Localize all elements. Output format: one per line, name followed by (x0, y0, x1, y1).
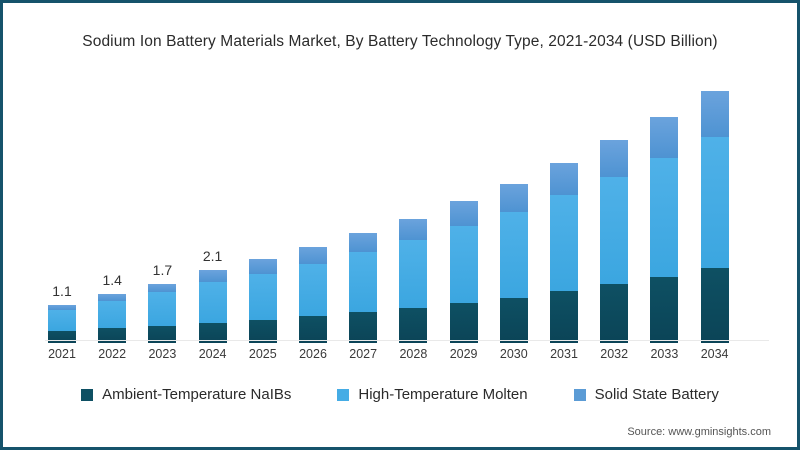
x-axis-tick-2027: 2027 (349, 347, 378, 361)
segment-ambient-temperature-naibs-2029 (449, 303, 478, 343)
segment-ambient-temperature-naibs-2028 (399, 308, 428, 343)
bar-value-label-2024: 2.1 (202, 247, 223, 264)
bar-value-label-2023: 1.7 (152, 261, 173, 278)
segment-solid-state-2022 (98, 294, 127, 302)
bar-2021[interactable]: 1.1 (48, 283, 76, 343)
bar-value-label-2022: 1.4 (102, 272, 122, 288)
segment-ambient-temperature-naibs-2034 (700, 268, 729, 343)
segment-solid-state-2024 (198, 269, 227, 283)
segment-solid-state-2033 (650, 117, 679, 158)
x-axis-tick-2021: 2021 (48, 347, 76, 361)
segment-high-temperature-molten-2023 (148, 292, 177, 326)
bar-2027[interactable] (349, 232, 378, 343)
segment-high-temperature-molten-2029 (449, 226, 478, 304)
bar-2034[interactable] (700, 91, 729, 343)
bar-2032[interactable] (600, 140, 629, 343)
x-axis-tick-2022: 2022 (98, 347, 127, 361)
segment-ambient-temperature-naibs-2033 (650, 276, 679, 343)
bar-2030[interactable] (499, 183, 528, 343)
x-axis-tick-2034: 2034 (700, 347, 729, 361)
x-axis-tick-2031: 2031 (550, 347, 578, 361)
legend-label-2: Solid State Battery (594, 386, 719, 403)
segment-high-temperature-molten-2030 (499, 211, 528, 298)
segment-high-temperature-molten-2021 (48, 309, 76, 331)
bar-2029[interactable] (449, 201, 478, 343)
legend-swatch-icon-0 (81, 388, 94, 401)
legend-label-0: Ambient-Temperature NaIBs (102, 386, 292, 403)
bar-2033[interactable] (650, 117, 679, 343)
x-axis-line (45, 340, 769, 341)
legend-swatch-icon-2 (573, 388, 586, 401)
x-axis-tick-2029: 2029 (449, 347, 478, 361)
bar-value-label-2021: 1.1 (52, 282, 72, 299)
segment-ambient-temperature-naibs-2031 (550, 291, 578, 343)
bar-2031[interactable] (550, 162, 578, 343)
source-attribution: Source: www.gminsights.com (627, 426, 771, 438)
x-axis-tick-2025: 2025 (248, 347, 277, 361)
x-axis-tick-2028: 2028 (399, 347, 428, 361)
legend-item-2[interactable]: Solid State Battery (573, 386, 719, 403)
segment-solid-state-2029 (449, 201, 478, 227)
segment-solid-state-2023 (148, 283, 177, 293)
segment-high-temperature-molten-2031 (550, 195, 578, 292)
segment-solid-state-2027 (349, 232, 378, 253)
segment-solid-state-2031 (550, 162, 578, 196)
legend-swatch-icon-1 (337, 388, 350, 401)
segment-ambient-temperature-naibs-2032 (600, 284, 629, 343)
segment-high-temperature-molten-2033 (650, 157, 679, 277)
segment-ambient-temperature-naibs-2025 (248, 320, 277, 343)
bar-2025[interactable] (248, 259, 277, 343)
x-axis-tick-2033: 2033 (650, 347, 679, 361)
segment-high-temperature-molten-2027 (349, 252, 378, 313)
segment-solid-state-2028 (399, 218, 428, 241)
segment-ambient-temperature-naibs-2026 (299, 316, 327, 343)
segment-solid-state-2030 (499, 183, 528, 212)
segment-ambient-temperature-naibs-2030 (499, 297, 528, 343)
segment-solid-state-2021 (48, 304, 76, 310)
bar-2028[interactable] (399, 218, 428, 343)
segment-solid-state-2034 (700, 91, 729, 137)
segment-ambient-temperature-naibs-2021 (48, 330, 76, 343)
segment-high-temperature-molten-2025 (248, 274, 277, 321)
segment-solid-state-2032 (600, 140, 629, 178)
segment-solid-state-2026 (299, 246, 327, 264)
segment-high-temperature-molten-2024 (198, 282, 227, 324)
x-axis-tick-2023: 2023 (148, 347, 177, 361)
segment-ambient-temperature-naibs-2023 (148, 325, 177, 343)
chart-legend: Ambient-Temperature NaIBs High-Temperatur… (3, 386, 797, 403)
legend-label-1: High-Temperature Molten (358, 386, 528, 403)
segment-ambient-temperature-naibs-2022 (98, 328, 127, 343)
chart-title: Sodium Ion Battery Materials Market, By … (82, 33, 718, 50)
bar-2026[interactable] (299, 246, 327, 343)
segment-ambient-temperature-naibs-2027 (349, 312, 378, 343)
segment-high-temperature-molten-2034 (700, 136, 729, 269)
bar-2022[interactable]: 1.4 (98, 272, 127, 343)
plot-area: 1.1 1.4 1.7 2.1 (45, 91, 765, 343)
x-axis-tick-2032: 2032 (600, 347, 629, 361)
legend-item-0[interactable]: Ambient-Temperature NaIBs (81, 386, 291, 403)
segment-solid-state-2025 (248, 259, 277, 275)
segment-high-temperature-molten-2032 (600, 177, 629, 285)
legend-item-1[interactable]: High-Temperature Molten (337, 386, 528, 403)
x-axis-tick-2030: 2030 (499, 347, 528, 361)
segment-high-temperature-molten-2026 (299, 263, 327, 317)
bar-2023[interactable]: 1.7 (148, 262, 177, 343)
segment-high-temperature-molten-2028 (399, 240, 428, 308)
segment-high-temperature-molten-2022 (98, 301, 127, 329)
segment-ambient-temperature-naibs-2024 (198, 323, 227, 343)
x-axis-tick-2026: 2026 (299, 347, 327, 361)
x-axis-tick-2024: 2024 (198, 347, 227, 361)
bar-2024[interactable]: 2.1 (198, 248, 227, 343)
